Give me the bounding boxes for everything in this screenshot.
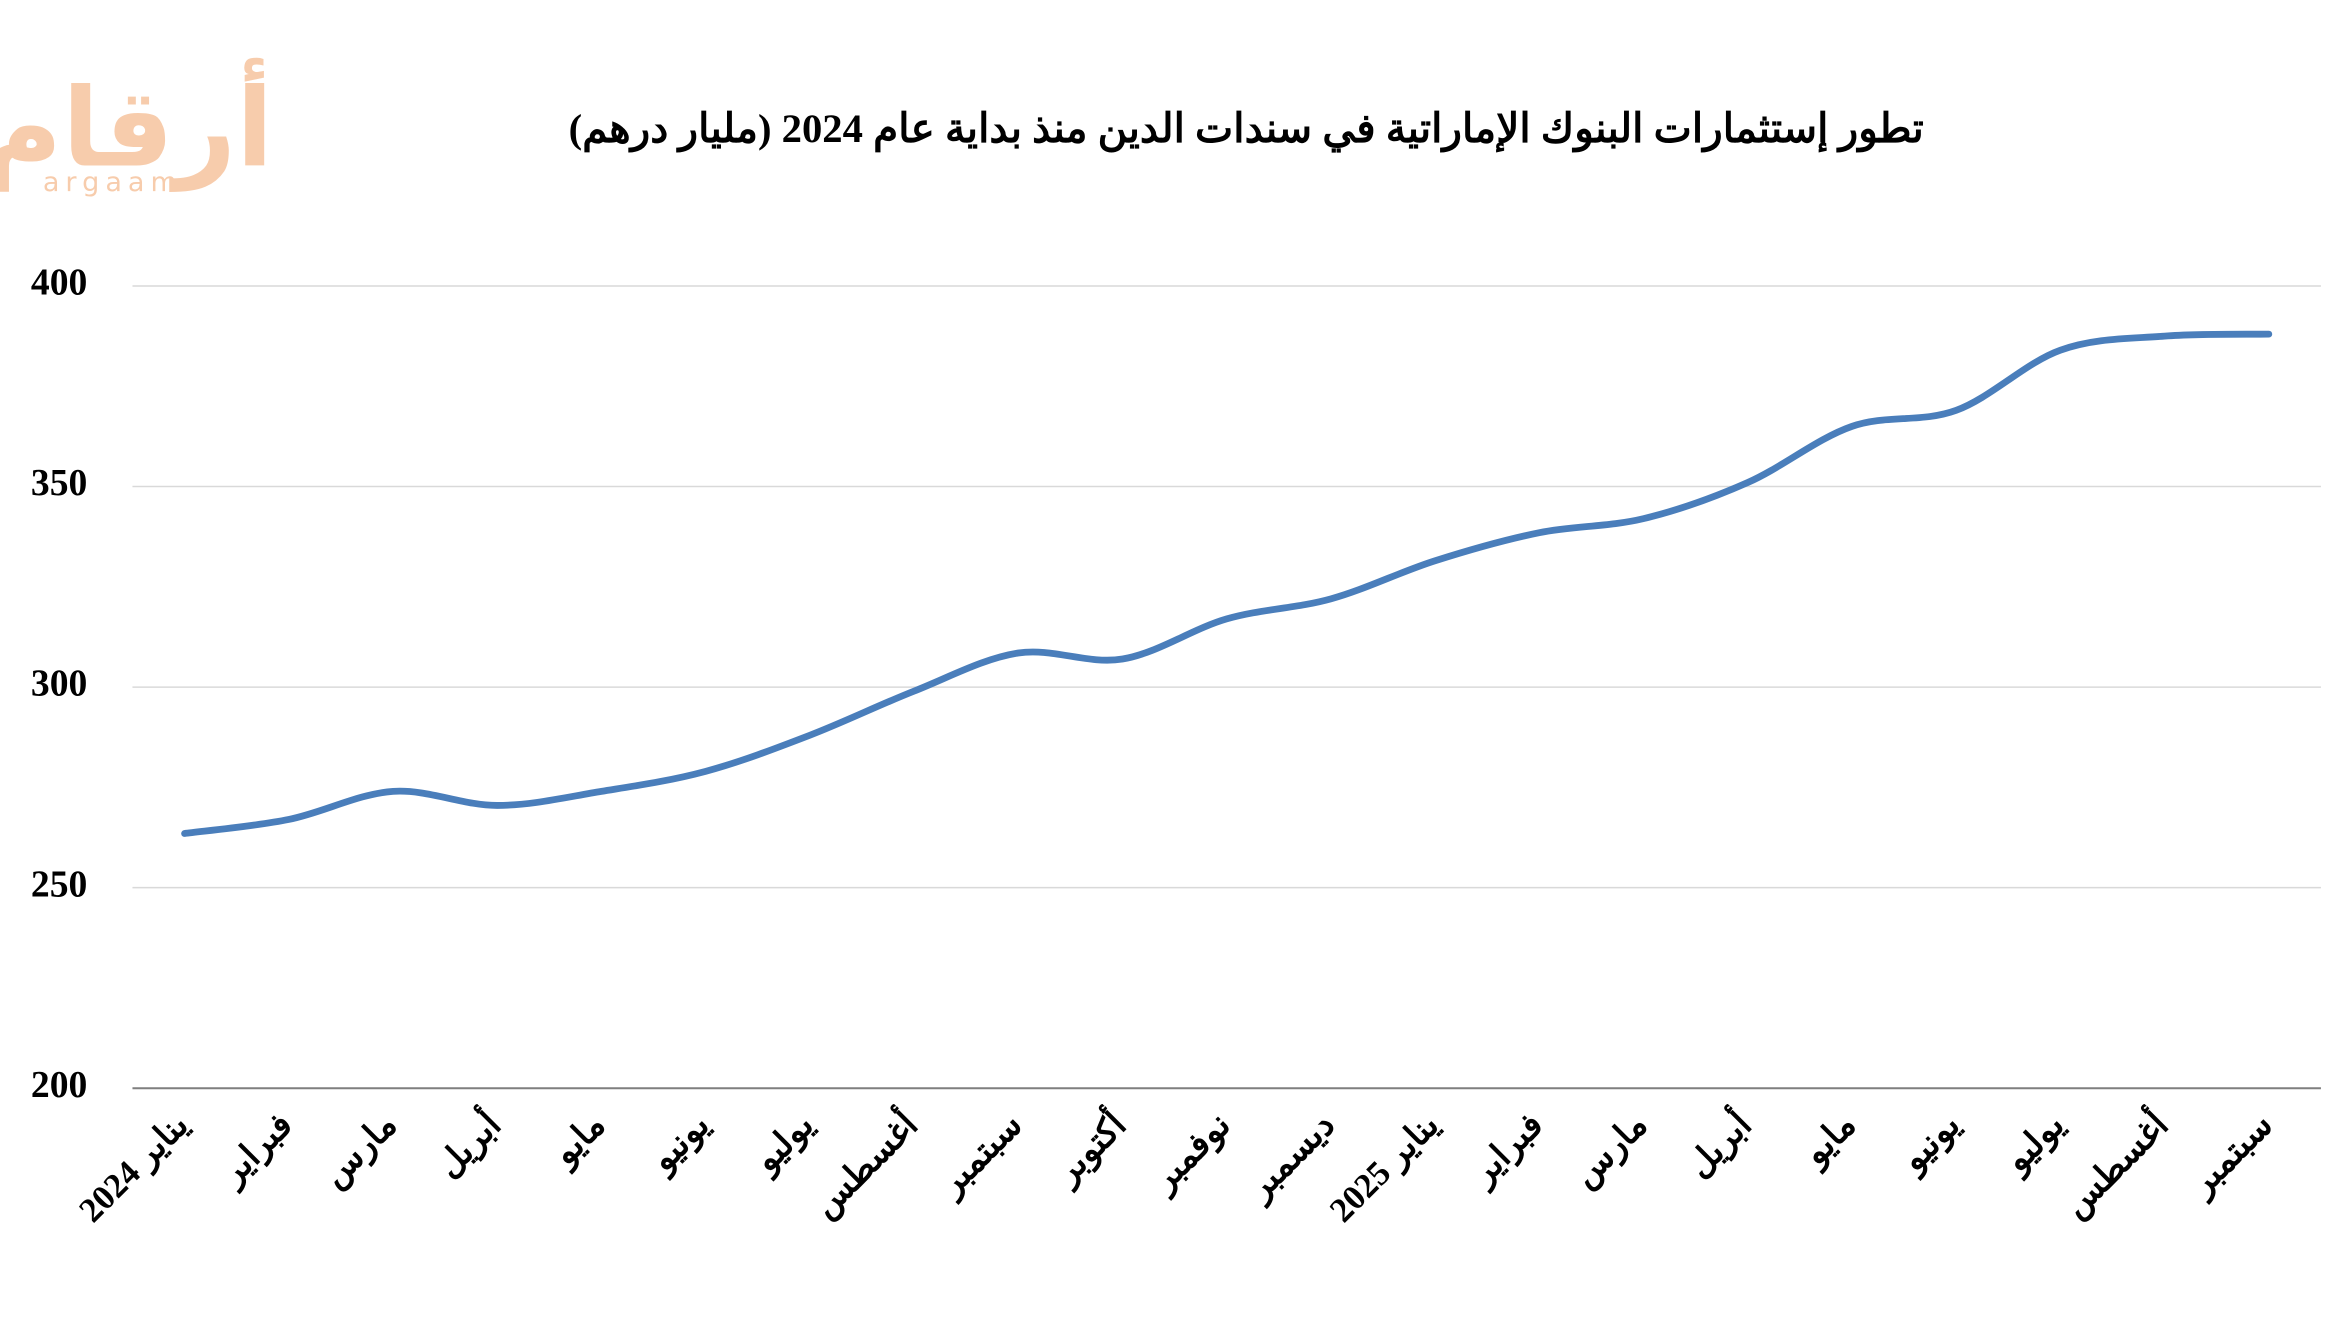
x-tick-label: يناير 2025: [1322, 1105, 1448, 1231]
x-tick-label: أبريل: [1675, 1101, 1760, 1186]
x-tick-label: يناير 2024: [72, 1105, 198, 1231]
x-tick-label: نوفمبر: [1143, 1106, 1240, 1203]
x-tick-label: مارس: [315, 1106, 406, 1197]
logo-subtext: argaam: [43, 167, 183, 198]
logo: أرقام argaam: [0, 58, 273, 199]
x-tick-label: يونيو: [1892, 1105, 1969, 1182]
x-tick-label: يونيو: [642, 1105, 719, 1182]
y-tick-label: 300: [31, 663, 87, 705]
x-tick-label: فبراير: [211, 1106, 301, 1196]
x-tick-label: أغسطس: [802, 1101, 927, 1226]
logo-text: أرقام: [0, 58, 273, 193]
x-tick-label: يوليو: [1996, 1105, 2074, 1183]
x-tick-label: سبتمبر: [2181, 1106, 2282, 1207]
data-line: [181, 330, 2273, 837]
x-tick-label: ديسمبر: [1239, 1106, 1344, 1211]
chart-title: تطور إستثمارات البنوك الإماراتية في سندا…: [569, 106, 1924, 154]
x-tick-label: أكتوبر: [1042, 1101, 1135, 1194]
x-tick-label: مارس: [1566, 1106, 1657, 1197]
y-tick-label: 400: [31, 262, 87, 304]
x-tick-label: مايو: [1794, 1106, 1864, 1176]
x-tick-label: مايو: [544, 1106, 614, 1176]
x-tick-label: أغسطس: [2052, 1101, 2177, 1226]
x-tick-label: فبراير: [1462, 1106, 1552, 1196]
x-tick-label: سبتمبر: [930, 1106, 1031, 1207]
x-tick-label: يوليو: [745, 1105, 823, 1183]
y-tick-label: 250: [31, 863, 87, 905]
y-tick-label: 350: [31, 462, 87, 504]
y-tick-label: 200: [31, 1064, 87, 1106]
x-tick-label: أبريل: [425, 1101, 510, 1186]
